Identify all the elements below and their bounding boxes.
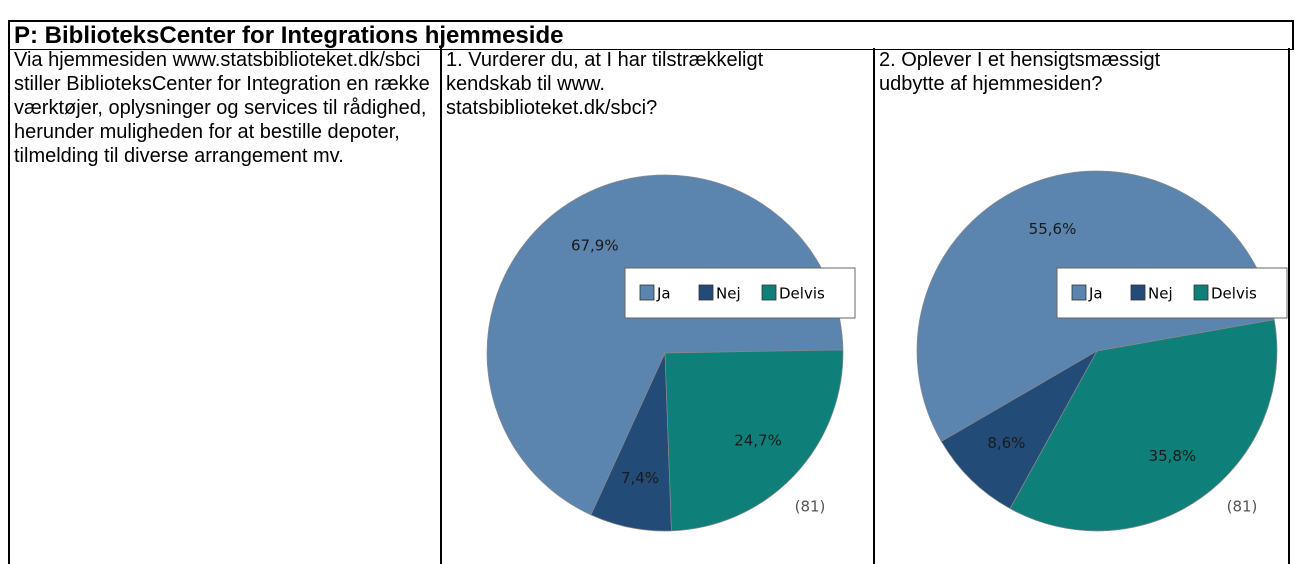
pie-slice — [940, 350, 1098, 510]
slice-label: 8,6% — [987, 434, 1025, 452]
legend-swatch — [761, 284, 777, 301]
legend-swatch — [698, 284, 714, 301]
question: 2. Oplever I et hensigtsmæssigt udbytte … — [879, 49, 1161, 95]
legend-box — [1056, 267, 1288, 319]
legend-label: Delvis — [1211, 285, 1257, 303]
slice-label: 24,7% — [734, 432, 782, 450]
slice-label: 55,6% — [1029, 220, 1077, 238]
legend-box — [624, 267, 856, 319]
question: 1. Vurderer du, at I har tilstrækkeligt … — [446, 49, 764, 119]
slice-label: 67,9% — [571, 236, 619, 254]
legend-label: Nej — [716, 285, 741, 303]
legend-label: Ja — [1088, 285, 1103, 303]
pie-slice — [1009, 319, 1278, 532]
sample-size: (81) — [795, 498, 826, 516]
question-cell: 2. Oplever I et hensigtsmæssigt udbytte … — [873, 48, 1290, 564]
pie-slice — [664, 349, 844, 532]
legend-swatch — [639, 284, 655, 301]
pie-slice — [486, 174, 844, 516]
sample-size: (81) — [1227, 498, 1258, 516]
slice-label: 7,4% — [621, 469, 659, 487]
legend-label: Delvis — [779, 285, 825, 303]
legend-swatch — [1130, 284, 1146, 301]
description: Via hjemmesiden www.statsbiblioteket.dk/… — [8, 48, 440, 564]
legend-swatch — [1071, 284, 1087, 301]
slice-label: 35,8% — [1149, 447, 1197, 465]
header-title: P: BiblioteksCenter for Integrations hje… — [8, 20, 1294, 50]
question-cell: 1. Vurderer du, at I har tilstrækkeligt … — [440, 48, 873, 564]
legend-label: Ja — [656, 285, 671, 303]
legend-label: Nej — [1148, 285, 1173, 303]
legend-swatch — [1193, 284, 1209, 301]
